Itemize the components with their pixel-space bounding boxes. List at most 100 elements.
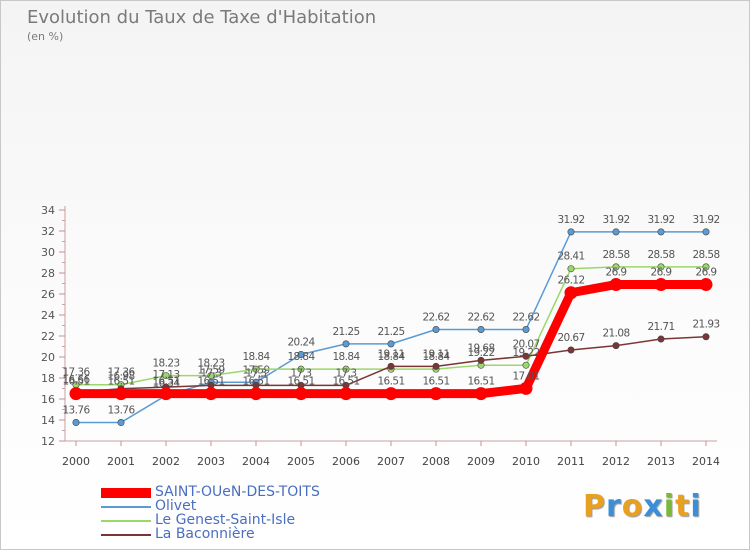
data-point: [387, 362, 395, 370]
data-label: 17.3: [291, 367, 312, 379]
data-label: 13.76: [107, 405, 135, 417]
legend-swatch: [101, 534, 151, 536]
x-tick-label: 2006: [332, 455, 360, 468]
data-label: 19.22: [467, 347, 494, 359]
data-point: [342, 365, 350, 373]
x-tick-label: 2014: [692, 455, 720, 468]
data-point: [384, 387, 398, 401]
data-point: [432, 362, 440, 370]
data-label: 17.36: [62, 367, 90, 379]
x-tick-label: 2002: [152, 455, 180, 468]
x-tick-label: 2001: [107, 455, 135, 468]
y-tick-label: 24: [41, 309, 55, 322]
data-label: 16.51: [422, 376, 449, 388]
y-tick-label: 16: [41, 393, 55, 406]
chart-title: Evolution du Taux de Taxe d'Habitation: [27, 7, 377, 28]
logo-letter: x: [643, 489, 664, 524]
data-label: 17.3: [246, 367, 267, 379]
data-label: 17.59: [197, 364, 224, 376]
data-point: [522, 352, 530, 360]
data-point: [294, 387, 308, 401]
data-label: 28.41: [557, 251, 584, 263]
x-tick-label: 2009: [467, 455, 495, 468]
data-label: 13.76: [62, 405, 90, 417]
data-label: 19.68: [467, 342, 494, 354]
data-point: [159, 387, 173, 401]
data-label: 16.51: [287, 376, 314, 388]
data-label: 17.01: [512, 370, 539, 382]
data-label: 31.92: [647, 214, 674, 226]
legend-label: Olivet: [155, 498, 197, 514]
data-point: [657, 263, 665, 271]
legend-label: La Baconnière: [155, 526, 255, 542]
data-point: [567, 228, 575, 236]
data-label: 18.84: [242, 351, 270, 363]
x-tick-label: 2008: [422, 455, 450, 468]
data-label: 17.36: [107, 367, 135, 379]
y-tick-label: 22: [41, 330, 55, 343]
data-label: 17.13: [152, 369, 179, 381]
data-point: [522, 361, 530, 369]
data-label: 19.11: [377, 348, 404, 360]
logo-letter: r: [606, 489, 622, 524]
data-point: [654, 278, 668, 292]
data-label: 18.84: [332, 351, 360, 363]
data-label: 28.58: [602, 249, 629, 261]
data-label: 18.84: [422, 351, 450, 363]
data-point: [207, 372, 215, 380]
data-point: [432, 325, 440, 333]
data-point: [297, 350, 305, 358]
data-label: 16.98: [107, 371, 134, 383]
data-label: 18.84: [377, 351, 405, 363]
x-tick-label: 2013: [647, 455, 675, 468]
data-label: 17.3: [336, 367, 357, 379]
data-label: 18.23: [152, 358, 179, 370]
data-label: 17.3: [201, 367, 222, 379]
data-point: [609, 278, 623, 292]
data-point: [339, 387, 353, 401]
data-point: [114, 387, 128, 401]
data-point: [612, 263, 620, 271]
data-label: 31.92: [692, 214, 719, 226]
data-label: 20.24: [287, 336, 315, 348]
data-point: [567, 346, 575, 354]
data-label: 16.51: [107, 376, 134, 388]
proxiti-logo: Proxiti: [583, 489, 702, 524]
data-label: 20.67: [557, 332, 584, 344]
y-tick-label: 34: [41, 204, 55, 217]
legend-swatch: [101, 488, 151, 498]
data-point: [699, 278, 713, 292]
logo-letter: P: [583, 489, 606, 524]
x-tick-label: 2003: [197, 455, 225, 468]
chart-unit: (en %): [27, 30, 64, 43]
logo-letter: o: [621, 489, 644, 524]
data-label: 21.25: [332, 326, 359, 338]
data-point: [117, 419, 125, 427]
y-tick-label: 20: [41, 351, 55, 364]
legend-swatch: [101, 506, 151, 508]
data-point: [612, 228, 620, 236]
data-point: [342, 340, 350, 348]
x-tick-label: 2000: [62, 455, 90, 468]
y-tick-label: 26: [41, 288, 55, 301]
data-label: 16.51: [242, 376, 269, 388]
data-label: 16.66: [62, 374, 90, 386]
y-tick-label: 32: [41, 225, 55, 238]
data-point: [702, 228, 710, 236]
data-label: 18.84: [287, 351, 315, 363]
y-tick-label: 12: [41, 435, 55, 448]
data-label: 22.62: [467, 311, 494, 323]
data-point: [69, 387, 83, 401]
data-point: [657, 228, 665, 236]
logo-letter: t: [675, 489, 691, 524]
data-point: [702, 333, 710, 341]
x-tick-label: 2011: [557, 455, 585, 468]
data-label: 26.9: [606, 267, 627, 279]
data-label: 31.92: [602, 214, 629, 226]
legend-label: SAINT-OUeN-DES-TOITS: [155, 484, 320, 500]
x-tick-label: 2012: [602, 455, 630, 468]
data-point: [612, 342, 620, 350]
data-point: [519, 381, 533, 395]
data-point: [429, 387, 443, 401]
